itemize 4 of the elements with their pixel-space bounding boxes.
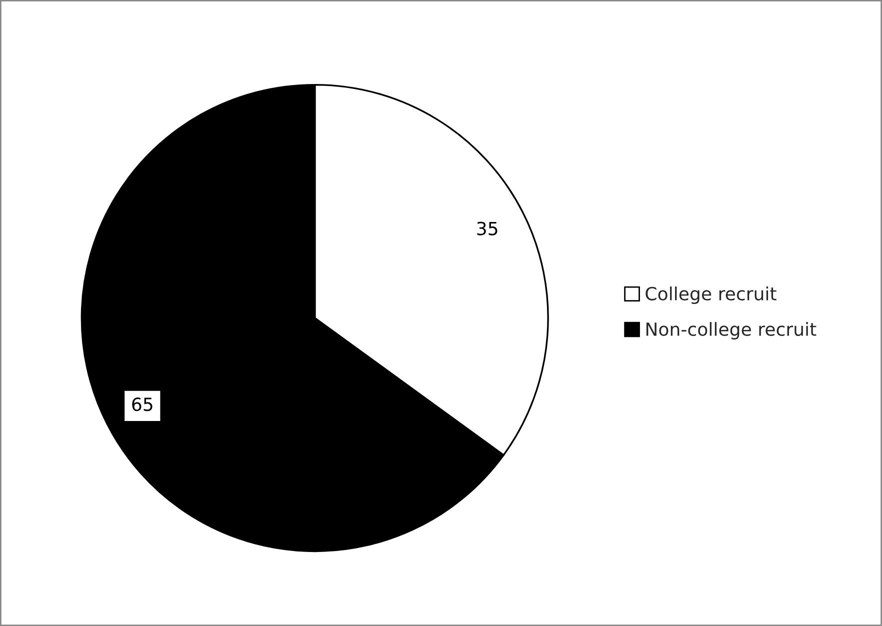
- legend-label: Non-college recruit: [646, 322, 816, 340]
- data-label: 35: [477, 222, 498, 236]
- data-label: 65: [132, 397, 152, 412]
- legend-label: College recruit: [646, 286, 776, 304]
